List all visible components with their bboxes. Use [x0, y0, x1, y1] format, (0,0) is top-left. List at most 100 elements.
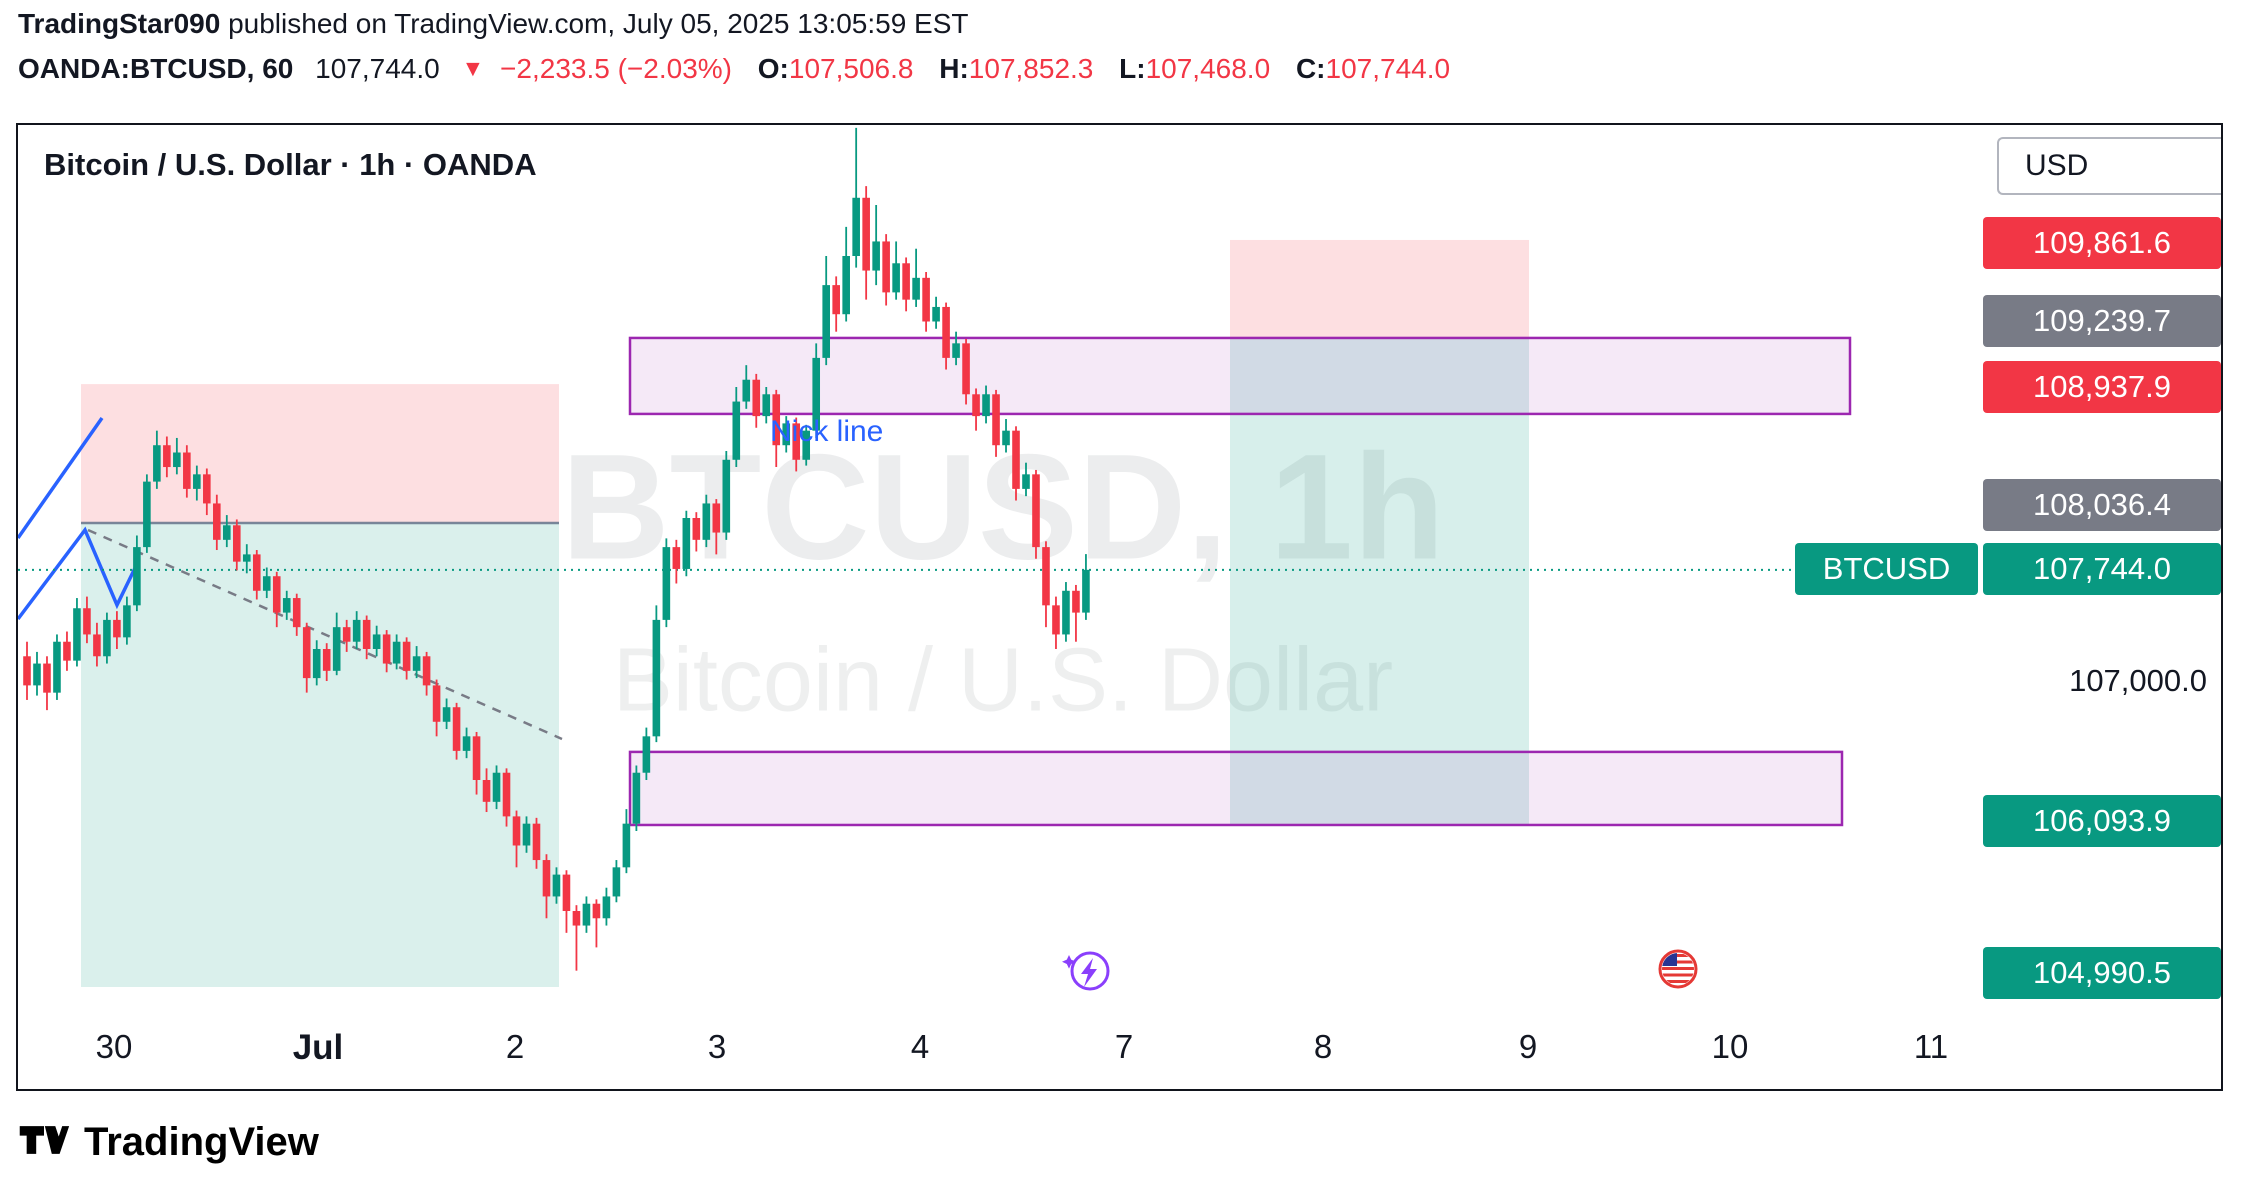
zone-band-demand — [1230, 337, 1529, 825]
open-value: 107,506.8 — [788, 53, 914, 84]
candle-body — [432, 685, 441, 722]
zone-left-supply — [81, 384, 559, 524]
candle-body — [592, 903, 601, 919]
candle-body — [203, 474, 211, 504]
candle-body — [332, 627, 341, 671]
tradingview-logo[interactable] — [18, 1118, 70, 1167]
candle-body — [73, 608, 81, 661]
candle-body — [1022, 474, 1030, 489]
low-value: 107,468.0 — [1145, 53, 1271, 84]
us-flag-icon[interactable] — [1650, 941, 1706, 997]
candle-body — [113, 619, 121, 638]
candle-body — [292, 598, 301, 628]
candle-body — [502, 772, 511, 817]
line-blue-line — [18, 416, 104, 540]
candle-body — [492, 772, 501, 802]
candle-body — [962, 343, 970, 395]
candle-body — [992, 394, 1000, 446]
candle-body — [642, 736, 651, 773]
candle-body — [582, 903, 591, 926]
line-blue-zigzag — [18, 526, 140, 621]
candle-body — [143, 481, 151, 548]
candle-body — [1002, 430, 1010, 446]
candle-body — [842, 256, 850, 315]
candle-body — [832, 285, 840, 315]
candle-body — [23, 656, 31, 686]
candle-body — [372, 634, 381, 649]
candle-body — [522, 823, 531, 846]
candle-body — [392, 641, 401, 664]
candle-body — [242, 554, 251, 562]
candle-body — [762, 394, 771, 417]
candle-body — [103, 619, 111, 657]
candle-body — [302, 627, 311, 679]
candle-body — [1082, 569, 1090, 613]
currency-toggle-button[interactable]: USD — [1997, 137, 2221, 195]
candle-body — [682, 518, 691, 569]
candle-body — [622, 823, 631, 868]
candle-body — [43, 663, 51, 693]
brand-name[interactable]: TradingView — [84, 1120, 319, 1164]
candle-body — [1012, 430, 1020, 489]
candle-body — [752, 379, 761, 417]
candle-body — [882, 241, 890, 293]
candle-body — [482, 780, 491, 802]
candle-body — [342, 627, 351, 642]
price-change: −2,233.5 (−2.03%) — [500, 53, 732, 84]
open-label: O: — [757, 53, 789, 84]
candle-body — [282, 598, 291, 613]
candle-body — [732, 401, 741, 460]
zone-band-supply — [1230, 239, 1529, 338]
candle-body — [702, 503, 711, 540]
candle-body — [163, 445, 171, 468]
candle-body — [922, 277, 930, 322]
candle-body — [1042, 547, 1050, 606]
candle-body — [672, 547, 681, 569]
candle-body — [1062, 590, 1070, 635]
candle-body — [542, 860, 551, 897]
candle-body — [822, 285, 830, 358]
chart-legend[interactable]: Bitcoin / U.S. Dollar · 1h · OANDA — [44, 147, 537, 182]
candle-body — [982, 394, 990, 417]
high-label: H: — [939, 53, 969, 84]
chart-area[interactable]: BTCUSD, 1h Bitcoin / U.S. Dollar Nick li… — [16, 123, 2223, 1091]
candle-body — [362, 619, 371, 649]
symbol-interval[interactable]: OANDA:BTCUSD, 60 — [18, 53, 294, 84]
low-label: L: — [1119, 53, 1146, 84]
zone-lower-purple — [628, 750, 1844, 827]
candle-body — [632, 772, 641, 824]
publish-header: TradingStar090 published on TradingView.… — [18, 8, 969, 40]
candle-body — [912, 277, 920, 300]
candle-body — [322, 649, 331, 671]
candle-body — [972, 394, 980, 417]
candle-body — [902, 263, 910, 300]
candle-body — [512, 816, 521, 846]
candle-body — [892, 263, 900, 293]
candle-body — [472, 736, 481, 780]
author-name[interactable]: TradingStar090 — [18, 8, 221, 39]
candle-body — [532, 823, 541, 861]
candle-body — [232, 525, 241, 562]
candle-body — [862, 197, 870, 271]
candle-body — [652, 619, 661, 737]
candle-body — [812, 357, 821, 431]
high-value: 107,852.3 — [968, 53, 1094, 84]
candle-body — [1072, 590, 1080, 613]
candle-body — [53, 641, 61, 693]
down-arrow-icon: ▼ — [461, 55, 485, 81]
candle-body — [932, 306, 940, 322]
candlestick-plot: Nick line — [18, 127, 1852, 987]
candle-body — [252, 554, 261, 591]
candle-body — [872, 241, 880, 271]
candle-body — [602, 896, 611, 919]
candle-body — [153, 445, 161, 482]
candle-body — [83, 608, 91, 635]
event-spark-icon[interactable] — [1058, 943, 1114, 999]
candle-body — [93, 634, 101, 657]
candle-body — [662, 547, 671, 620]
candle-body — [742, 379, 751, 402]
candle-body — [1032, 474, 1040, 548]
candle-body — [452, 707, 461, 751]
close-value: 107,744.0 — [1325, 53, 1451, 84]
